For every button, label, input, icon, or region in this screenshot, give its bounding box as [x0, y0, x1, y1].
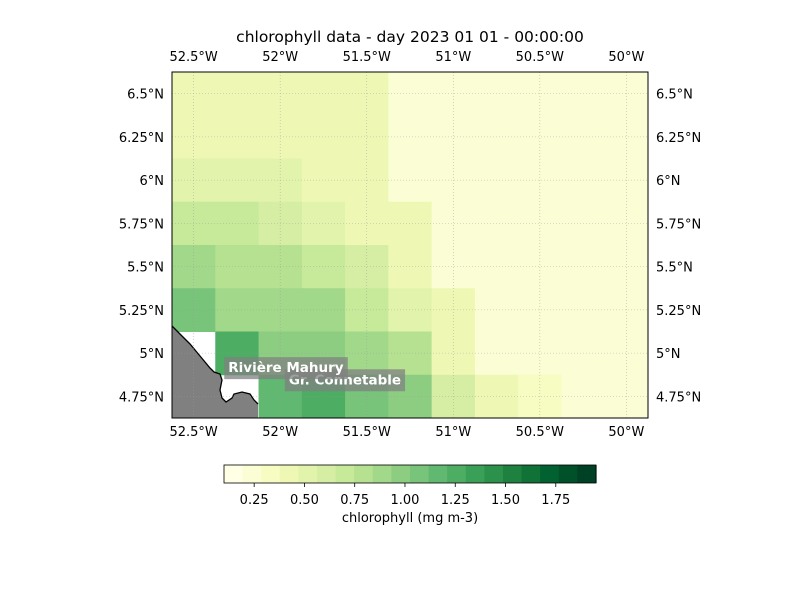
lon-tick-label-top: 51.5°W	[343, 50, 391, 65]
colorbar-tick-label: 0.25	[240, 493, 269, 508]
colorbar-segment	[465, 465, 485, 483]
lon-tick-label-top: 50°W	[608, 50, 644, 65]
heatmap-cell	[431, 331, 476, 376]
heatmap-cell	[604, 201, 649, 246]
heatmap-cell	[431, 201, 476, 246]
lon-tick-label-bottom: 52°W	[262, 425, 298, 440]
place-label-background	[224, 357, 348, 380]
heatmap-cell	[301, 245, 346, 289]
heatmap-cell	[604, 115, 649, 159]
colorbar-segment	[540, 465, 560, 483]
colorbar-tick-label: 0.50	[290, 493, 319, 508]
colorbar-segment	[242, 465, 262, 483]
heatmap-cell	[301, 115, 346, 159]
lat-tick-label-right: 5.25°N	[656, 304, 701, 319]
colorbar-segment	[372, 465, 392, 483]
colorbar-segment	[335, 465, 355, 483]
axis-ticks: 52.5°W 52.5°W 52°W 52°W 51.5°W 51.5°W 51°W 51°W…	[119, 50, 701, 440]
lat-tick-label-left: 5.75°N	[119, 217, 164, 232]
heatmap-cell	[215, 245, 260, 289]
heatmap-cell	[215, 115, 260, 159]
heatmap-cell	[301, 288, 346, 332]
lon-tick-label-bottom: 52.5°W	[169, 425, 217, 440]
lon-tick-label-bottom: 51°W	[435, 425, 471, 440]
colorbar-segment	[484, 465, 504, 483]
lon-tick-label-bottom: 50°W	[608, 425, 644, 440]
heatmap-cell	[215, 288, 260, 332]
heatmap-cell	[215, 201, 260, 246]
colorbar-segment	[261, 465, 281, 483]
colorbar-segment	[577, 465, 597, 483]
lon-tick-label-bottom: 51.5°W	[343, 425, 391, 440]
colorbar-tick-label: 1.00	[390, 493, 419, 508]
lon-tick-label-top: 50.5°W	[516, 50, 564, 65]
heatmap-cell	[301, 72, 346, 116]
heatmap-cell	[518, 115, 562, 159]
colorbar-segment	[521, 465, 541, 483]
heatmap-cell	[215, 158, 260, 203]
lon-tick-label-top: 51°W	[435, 50, 471, 65]
colorbar-segment	[428, 465, 448, 483]
lat-tick-label-left: 6.25°N	[119, 131, 164, 146]
colorbar-segment	[298, 465, 318, 483]
colorbar-segment	[558, 465, 578, 483]
place-label: Rivière Mahury	[228, 360, 344, 376]
map-frame	[171, 71, 649, 419]
heatmap-cell	[518, 331, 562, 376]
lat-tick-label-left: 5.25°N	[119, 304, 164, 319]
heatmap-cell	[301, 158, 346, 203]
lat-tick-label-left: 4.75°N	[119, 390, 164, 405]
lat-tick-label-right: 6.25°N	[656, 131, 701, 146]
lon-tick-label-top: 52°W	[262, 50, 298, 65]
colorbar-segment	[317, 465, 337, 483]
colorbar: 0.25 0.50 0.75 1.00 1.25 1.50 1.75	[223, 464, 597, 508]
colorbar-segment	[391, 465, 411, 483]
lat-tick-label-right: 4.75°N	[656, 390, 701, 405]
lat-tick-label-left: 6°N	[140, 174, 165, 189]
lat-tick-label-left: 6.5°N	[127, 88, 164, 103]
colorbar-segment	[224, 465, 244, 483]
colorbar-segment	[279, 465, 299, 483]
heatmap-cell	[215, 72, 260, 116]
coastline	[171, 325, 259, 405]
heatmap-cell	[604, 331, 649, 376]
lon-tick-label-top: 52.5°W	[169, 50, 217, 65]
colorbar-tick-label: 1.25	[441, 493, 470, 508]
lat-tick-label-right: 6.5°N	[656, 88, 693, 103]
lat-tick-label-left: 5°N	[140, 347, 165, 362]
colorbar-tick-label: 0.75	[340, 493, 369, 508]
heatmap-cell	[431, 115, 476, 159]
lon-tick-label-bottom: 50.5°W	[516, 425, 564, 440]
colorbar-frame	[223, 464, 597, 484]
lat-tick-label-left: 5.5°N	[127, 261, 164, 276]
lat-tick-label-right: 5°N	[656, 347, 681, 362]
lat-tick-label-right: 6°N	[656, 174, 681, 189]
colorbar-tick-label: 1.75	[541, 493, 570, 508]
lat-tick-label-right: 5.5°N	[656, 261, 693, 276]
colorbar-label: chlorophyll (mg m-3)	[341, 511, 479, 526]
heatmap-cell	[518, 201, 562, 246]
map-title: chlorophyll data - day 2023 01 01 - 00:0…	[236, 28, 584, 46]
colorbar-segment	[447, 465, 467, 483]
colorbar-segment	[503, 465, 523, 483]
lat-tick-label-right: 5.75°N	[656, 217, 701, 232]
colorbar-segment	[354, 465, 374, 483]
colorbar-tick-label: 1.50	[491, 493, 520, 508]
heatmap-cell	[301, 201, 346, 246]
colorbar-segment	[410, 465, 430, 483]
